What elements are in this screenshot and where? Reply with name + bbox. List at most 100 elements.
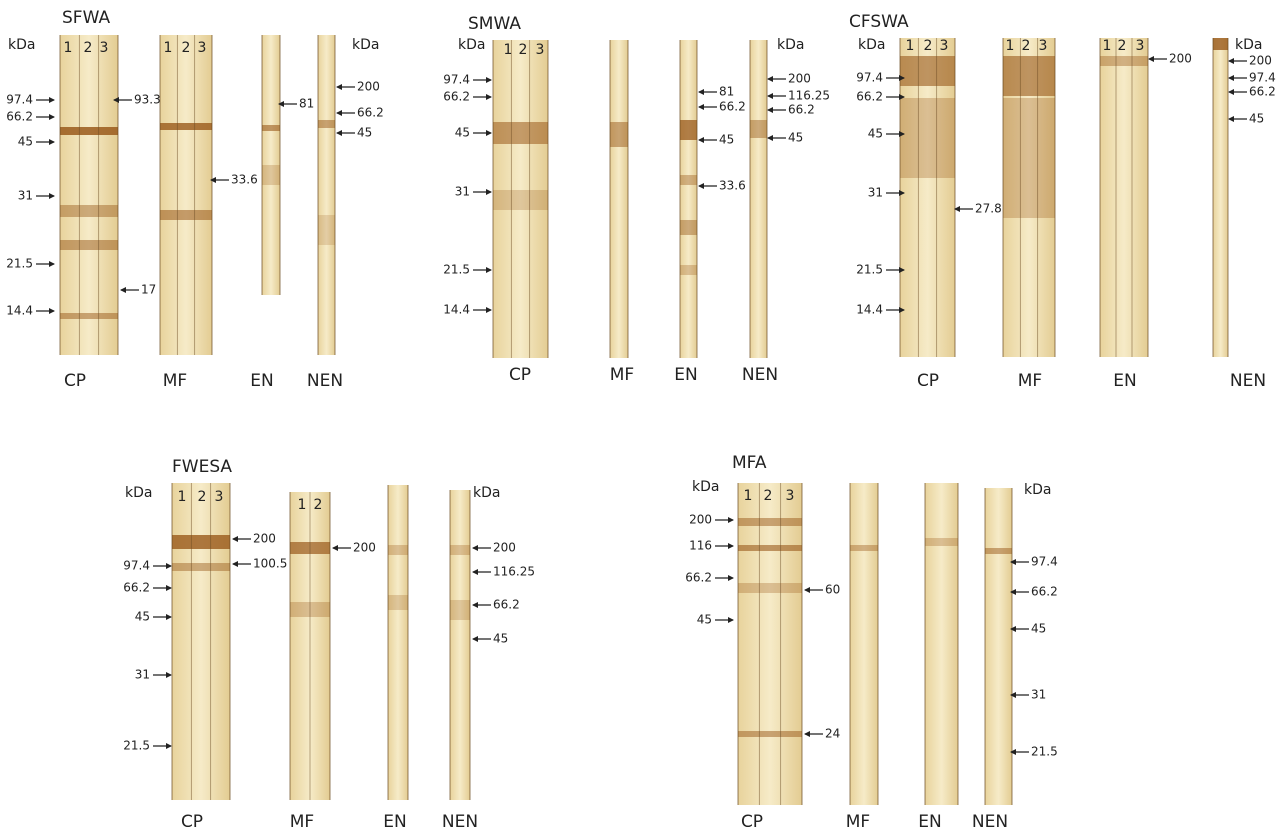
band [738, 545, 802, 551]
lane-number: 1 [1006, 38, 1015, 54]
band [850, 545, 878, 551]
blot-strip [60, 35, 118, 355]
blot-strip [1213, 38, 1228, 357]
marker-label: 97.4 [856, 71, 883, 85]
band-label: 200 [493, 541, 516, 555]
blot-strip [262, 35, 280, 295]
marker-label: 31 [135, 668, 150, 682]
band-label: 200 [357, 80, 380, 94]
band-label: 45 [1031, 622, 1046, 636]
band [60, 240, 118, 250]
band [610, 122, 628, 147]
band [738, 731, 802, 737]
lane-number: 1 [64, 40, 73, 56]
fraction-label: CP [509, 365, 531, 385]
band [60, 313, 118, 319]
unit-label: kDa [1235, 37, 1262, 53]
band-label: 17 [141, 283, 156, 297]
lane-number: 2 [198, 489, 207, 505]
band-label: 33.6 [231, 173, 258, 187]
fraction-label: NEN [1230, 371, 1266, 391]
band-label: 66.2 [357, 106, 384, 120]
band-label: 45 [1249, 112, 1264, 126]
fraction-label: NEN [742, 365, 778, 385]
panel-title: SFWA [62, 8, 110, 28]
fraction-label: NEN [307, 371, 343, 391]
lane-number: 3 [1136, 38, 1145, 54]
band-label: 45 [719, 133, 734, 147]
fraction-label: MF [163, 371, 187, 391]
band-label: 45 [493, 632, 508, 646]
blot-strip [680, 40, 697, 358]
marker-label: 66.2 [6, 110, 33, 124]
band-label: 97.4 [1031, 555, 1058, 569]
unit-label: kDa [473, 485, 500, 501]
blot-strip [172, 483, 230, 800]
band-label: 21.5 [1031, 745, 1058, 759]
fraction-label: CP [741, 812, 763, 832]
band [172, 535, 230, 549]
band-label: 200 [788, 72, 811, 86]
marker-label: 21.5 [6, 257, 33, 271]
blot-strip [925, 483, 958, 805]
lane-number: 3 [1039, 38, 1048, 54]
lane-number: 3 [940, 38, 949, 54]
band [925, 538, 958, 546]
band-label: 100.5 [253, 557, 287, 571]
fraction-label: CP [64, 371, 86, 391]
band-label: 24 [825, 727, 840, 741]
blot-strip [388, 485, 408, 800]
band [738, 518, 802, 526]
band-label: 66.2 [493, 598, 520, 612]
band [750, 120, 767, 138]
strips [59, 35, 1229, 805]
band [680, 120, 697, 140]
marker-label: 21.5 [443, 263, 470, 277]
band [680, 265, 697, 275]
lane-number: 2 [1022, 38, 1031, 54]
marker-label: 97.4 [123, 559, 150, 573]
marker-label: 21.5 [856, 263, 883, 277]
band [318, 215, 335, 245]
lane-number: 2 [764, 488, 773, 504]
fraction-label: EN [383, 812, 406, 832]
band [1213, 38, 1228, 50]
lane-number: 1 [178, 489, 187, 505]
band [160, 210, 212, 220]
lane-number: 3 [215, 489, 224, 505]
lane-number: 2 [1118, 38, 1127, 54]
band-label: 81 [719, 85, 734, 99]
band-label: 45 [788, 131, 803, 145]
marker-label: 45 [697, 613, 712, 627]
lane-number: 1 [744, 488, 753, 504]
marker-label: 116 [689, 539, 712, 553]
band-label: 66.2 [788, 103, 815, 117]
band [1003, 98, 1055, 218]
lane-number: 1 [504, 42, 513, 58]
fraction-label: EN [250, 371, 273, 391]
band [1003, 56, 1055, 96]
fraction-label: NEN [442, 812, 478, 832]
marker-label: 66.2 [123, 581, 150, 595]
marker-label: 14.4 [443, 303, 470, 317]
marker-label: 31 [18, 189, 33, 203]
lane-number: 2 [924, 38, 933, 54]
band [1100, 56, 1148, 66]
fraction-label: MF [846, 812, 870, 832]
blot-strip [750, 40, 767, 358]
marker-label: 66.2 [685, 571, 712, 585]
panel-title: SMWA [468, 14, 521, 34]
unit-label: kDa [352, 37, 379, 53]
unit-label: kDa [8, 37, 35, 53]
band-label: 45 [357, 126, 372, 140]
band-label: 66.2 [719, 100, 746, 114]
band [160, 123, 212, 130]
panel-title: MFA [732, 453, 767, 473]
band [985, 548, 1012, 554]
blot-strip [493, 40, 548, 358]
band-label: 200 [1249, 54, 1272, 68]
lane-number: 3 [100, 40, 109, 56]
fraction-label: EN [674, 365, 697, 385]
band [738, 583, 802, 593]
marker-label: 45 [18, 135, 33, 149]
